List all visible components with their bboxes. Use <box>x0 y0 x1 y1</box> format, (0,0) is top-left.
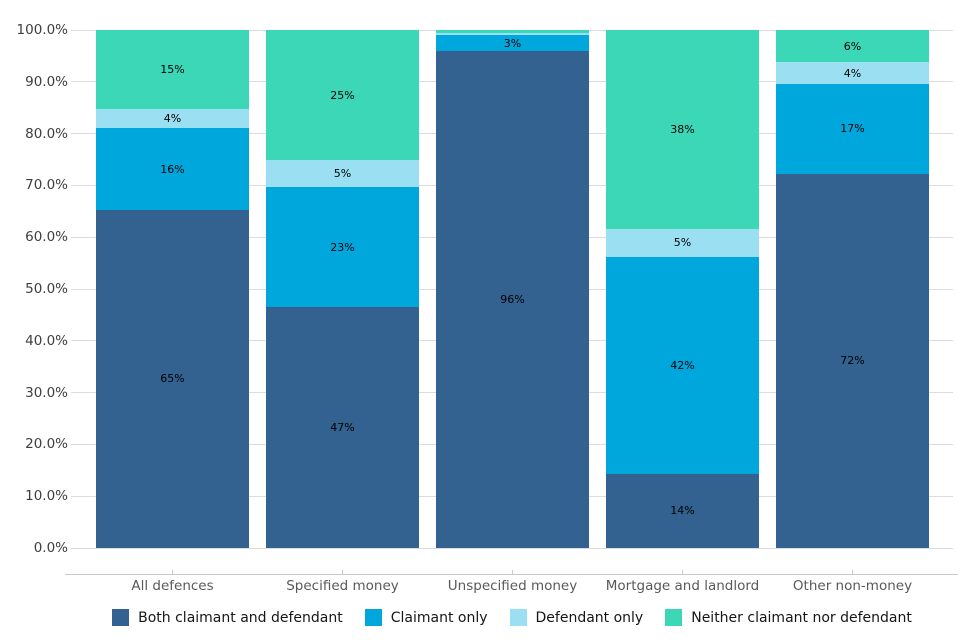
y-axis-tick-label: 20.0% <box>25 436 68 453</box>
legend-label-defendant-only: Defendant only <box>535 609 644 626</box>
segment-specified-money: 23% <box>266 186 419 308</box>
segment-data-label: 14% <box>670 504 695 518</box>
y-axis-tick-label: 30.0% <box>25 384 68 401</box>
legend-item-claimant-only: Claimant only <box>364 609 488 626</box>
segment-data-label: 47% <box>330 421 355 435</box>
bar-other-non-money: 72% 17% 4% 6% <box>776 30 929 548</box>
segment-unspecified-money <box>436 30 589 33</box>
segment-all-defences: 4% <box>96 109 249 129</box>
gridline-100 <box>71 29 953 31</box>
segment-data-label: 5% <box>333 167 352 180</box>
x-axis-tick <box>172 570 173 574</box>
x-axis-category-label-specified-money: Specified money <box>286 578 399 594</box>
y-axis-tick-label: 100.0% <box>16 22 68 38</box>
legend-label-claimant-only: Claimant only <box>390 609 488 626</box>
bar-unspecified-money: 96% 3% <box>436 30 589 548</box>
segment-all-defences: 16% <box>96 128 249 210</box>
bar-all-defences: 65% 16% 4% 15% <box>96 30 249 548</box>
bar-mortgage-and-landlord: 14% 42% 5% 38% <box>606 30 759 548</box>
segment-unspecified-money: 96% <box>436 51 589 548</box>
y-axis-tick-label: 40.0% <box>25 332 68 349</box>
x-axis-tick <box>682 570 683 574</box>
segment-other-non-money: 72% <box>776 173 929 548</box>
segment-mortgage-and-landlord: 38% <box>606 30 759 229</box>
y-axis-tick-label: 0.0% <box>33 540 68 556</box>
segment-unspecified-money: 3% <box>436 35 589 52</box>
x-axis-category-label-other-non-money: Other non-money <box>792 578 913 594</box>
x-axis-category-label-all-defences: All defences <box>131 578 214 594</box>
segment-other-non-money: 17% <box>776 83 929 174</box>
segment-specified-money: 25% <box>266 30 419 161</box>
legend-item-neither-claimant-nor-defendant: Neither claimant nor defendant <box>665 609 912 626</box>
segment-mortgage-and-landlord: 14% <box>606 473 759 548</box>
segment-data-label: 3% <box>503 36 522 50</box>
segment-specified-money: 5% <box>266 160 419 187</box>
segment-mortgage-and-landlord: 5% <box>606 228 759 257</box>
x-axis-tick <box>512 570 513 574</box>
legend-swatch-neither-claimant-nor-defendant <box>665 609 683 626</box>
legend: Both claimant and defendant Claimant only… <box>71 609 953 626</box>
x-axis-tick <box>342 570 343 574</box>
plot-area: 65% 16% 4% 15% 47% 23% 5% 25% 96% 3% 14% 42% 5% 38% 72… <box>71 29 953 549</box>
gridline-0 <box>71 547 953 549</box>
x-axis-line <box>65 574 958 575</box>
segment-data-label: 17% <box>840 122 865 136</box>
legend-swatch-both-claimant-and-defendant <box>112 609 130 626</box>
legend-item-defendant-only: Defendant only <box>509 609 644 626</box>
segment-data-label: 38% <box>670 122 695 136</box>
y-axis-tick-label: 60.0% <box>25 229 68 246</box>
segment-other-non-money: 6% <box>776 30 929 63</box>
x-axis-category-label-mortgage-and-landlord: Mortgage and landlord <box>605 578 760 594</box>
segment-data-label: 65% <box>160 372 185 386</box>
bar-specified-money: 47% 23% 5% 25% <box>266 30 419 548</box>
segment-all-defences: 15% <box>96 30 249 110</box>
segment-data-label: 4% <box>843 66 862 80</box>
segment-data-label: 4% <box>163 112 182 126</box>
y-axis-tick-label: 10.0% <box>25 488 68 505</box>
segment-data-label: 15% <box>160 63 185 77</box>
y-axis-tick-label: 80.0% <box>25 125 68 142</box>
segment-data-label: 16% <box>160 162 185 176</box>
legend-swatch-defendant-only <box>509 609 527 626</box>
segment-data-label: 25% <box>330 88 355 102</box>
y-axis-tick-label: 90.0% <box>25 73 68 90</box>
legend-label-both-claimant-and-defendant: Both claimant and defendant <box>138 609 343 626</box>
segment-data-label: 72% <box>840 354 865 368</box>
segment-data-label: 42% <box>670 358 695 372</box>
segment-unspecified-money <box>436 32 589 36</box>
segment-other-non-money: 4% <box>776 62 929 84</box>
legend-swatch-claimant-only <box>364 609 382 626</box>
segment-mortgage-and-landlord: 42% <box>606 256 759 474</box>
segment-data-label: 96% <box>500 293 525 307</box>
legend-label-neither-claimant-nor-defendant: Neither claimant nor defendant <box>691 609 912 626</box>
segment-data-label: 6% <box>843 39 862 53</box>
y-axis-tick-label: 70.0% <box>25 177 68 194</box>
y-axis-tick-label: 50.0% <box>25 281 68 297</box>
segment-data-label: 23% <box>330 240 355 254</box>
legend-item-both-claimant-and-defendant: Both claimant and defendant <box>112 609 343 626</box>
segment-specified-money: 47% <box>266 307 419 548</box>
x-axis-category-label-unspecified-money: Unspecified money <box>447 578 578 594</box>
x-axis-tick <box>852 570 853 574</box>
segment-all-defences: 65% <box>96 209 249 548</box>
segment-data-label: 5% <box>673 236 692 250</box>
bars-container: 65% 16% 4% 15% 47% 23% 5% 25% 96% 3% 14% 42% 5% 38% 72… <box>71 30 953 548</box>
